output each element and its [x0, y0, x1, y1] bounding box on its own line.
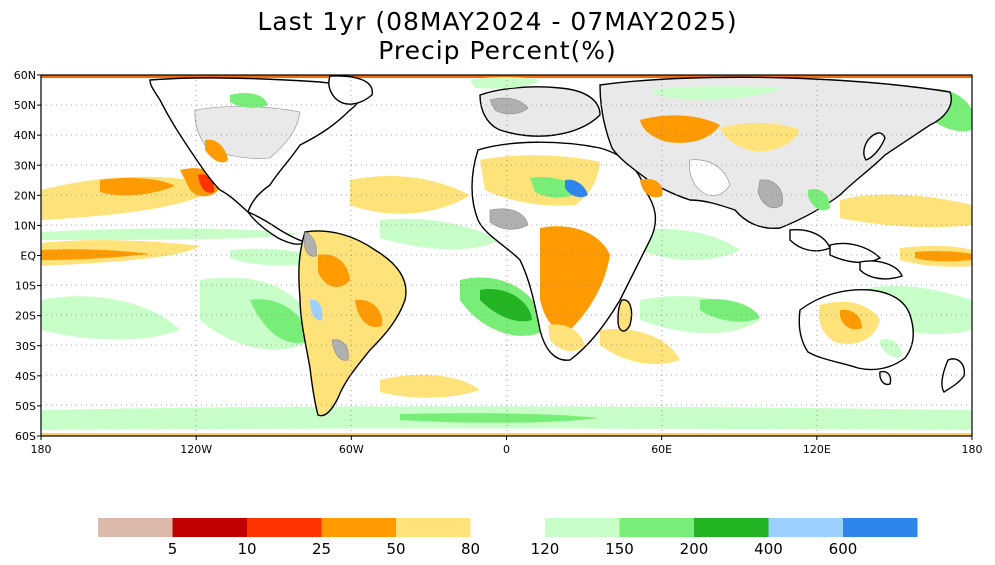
lon-tick-label: 60W [339, 443, 364, 456]
lon-tick-label: 180 [31, 443, 52, 456]
map-subtitle: Precip Percent(%) [378, 36, 617, 65]
colorbar-high-swatch [694, 518, 769, 537]
colorbar-low-label: 80 [461, 540, 480, 558]
lon-tick-label: 0 [503, 443, 510, 456]
lat-tick-label: 20S [15, 310, 36, 323]
colorbar-low-swatch [321, 518, 396, 537]
colorbar-high-swatch [843, 518, 918, 537]
colorbar: 5 10 25 50 80 120 150 200 400 600 [98, 518, 918, 558]
latitude-axis: 60N 50N 40N 30N 20N 10N EQ 10S 20S 30S 40S 50S 60S [14, 69, 41, 443]
colorbar-high-label: 400 [754, 540, 783, 558]
lon-tick-label: 120W [180, 443, 212, 456]
colorbar-high-swatch [768, 518, 843, 537]
colorbar-low-swatch [247, 518, 322, 537]
lat-tick-label: 30N [14, 159, 36, 172]
longitude-axis: 180 120W 60W 0 60E 120E 180 [31, 436, 983, 456]
colorbar-low-label: 25 [312, 540, 331, 558]
colorbar-low-label: 10 [237, 540, 256, 558]
lon-tick-label: 120E [803, 443, 831, 456]
lat-tick-label: 10S [15, 280, 36, 293]
lat-tick-label: EQ [20, 250, 36, 263]
lon-tick-label: 60E [651, 443, 672, 456]
colorbar-high-swatch [545, 518, 620, 537]
colorbar-high-swatch [619, 518, 694, 537]
colorbar-high-label: 200 [680, 540, 709, 558]
lat-tick-label: 40S [15, 370, 36, 383]
colorbar-low-swatch [396, 518, 471, 537]
map-title: Last 1yr (08MAY2024 - 07MAY2025) [257, 7, 738, 36]
colorbar-low-swatch [172, 518, 247, 537]
map-field [41, 75, 972, 436]
lat-tick-label: 40N [14, 129, 36, 142]
colorbar-low-label: 5 [168, 540, 178, 558]
lat-tick-label: 60N [14, 69, 36, 82]
colorbar-low-swatch [98, 518, 173, 537]
lat-tick-label: 60S [15, 430, 36, 443]
colorbar-high-label: 150 [605, 540, 634, 558]
lat-tick-label: 10N [14, 219, 36, 232]
lat-tick-label: 50S [15, 400, 36, 413]
lat-tick-label: 50N [14, 99, 36, 112]
continent-outlines [149, 75, 965, 417]
lat-tick-label: 20N [14, 189, 36, 202]
lat-tick-label: 30S [15, 340, 36, 353]
lon-tick-label: 180 [962, 443, 983, 456]
colorbar-high-label: 600 [829, 540, 858, 558]
colorbar-low-label: 50 [386, 540, 405, 558]
graticule [41, 75, 972, 436]
colorbar-high-label: 120 [531, 540, 560, 558]
